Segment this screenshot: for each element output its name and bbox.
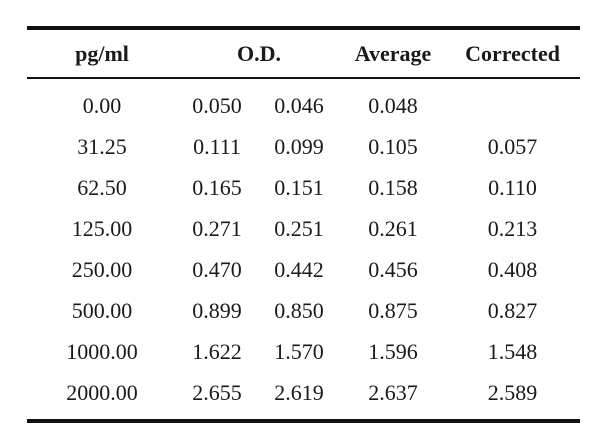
cell-average: 0.158 (368, 174, 418, 200)
cell-od-2: 0.850 (274, 297, 324, 323)
cell-pg-ml: 0.00 (82, 92, 122, 118)
table-row: 500.00 0.899 0.850 0.875 0.827 (27, 290, 580, 331)
cell-corrected (445, 85, 580, 126)
table-body: 0.00 0.050 0.046 0.048 31.25 0.111 0.099… (27, 79, 580, 419)
header-od: O.D. (237, 40, 281, 66)
cell-od-2: 1.570 (274, 338, 324, 364)
cell-average: 1.596 (368, 338, 418, 364)
header-average: Average (354, 40, 432, 66)
header-pg-ml: pg/ml (75, 40, 129, 66)
cell-corrected: 2.589 (487, 379, 538, 405)
cell-average: 0.105 (368, 133, 418, 159)
table-header-rule (27, 77, 580, 79)
cell-average: 0.875 (368, 297, 418, 323)
cell-average: 0.048 (368, 92, 418, 118)
table-row: 125.00 0.271 0.251 0.261 0.213 (27, 208, 580, 249)
table-bottom-rule (27, 419, 580, 423)
cell-pg-ml: 2000.00 (66, 379, 138, 405)
cell-od-2: 0.046 (274, 92, 324, 118)
header-corrected: Corrected (465, 40, 560, 66)
cell-corrected: 0.213 (487, 215, 538, 241)
cell-od-1: 0.271 (192, 215, 242, 241)
cell-pg-ml: 31.25 (77, 133, 127, 159)
table-row: 62.50 0.165 0.151 0.158 0.110 (27, 167, 580, 208)
table-row: 2000.00 2.655 2.619 2.637 2.589 (27, 372, 580, 413)
cell-corrected: 1.548 (487, 338, 538, 364)
cell-corrected: 0.408 (487, 256, 538, 282)
table-header-row: pg/ml O.D. Average Corrected (27, 30, 580, 77)
table-top-rule (27, 26, 580, 30)
standard-curve-table: pg/ml O.D. Average Corrected 0.00 0.050 … (27, 26, 580, 423)
cell-od-2: 0.442 (274, 256, 324, 282)
cell-od-1: 1.622 (192, 338, 242, 364)
cell-pg-ml: 125.00 (71, 215, 133, 241)
cell-od-1: 0.111 (193, 133, 241, 159)
cell-average: 2.637 (368, 379, 418, 405)
table-row: 31.25 0.111 0.099 0.105 0.057 (27, 126, 580, 167)
cell-od-2: 2.619 (274, 379, 324, 405)
cell-corrected: 0.057 (487, 133, 538, 159)
cell-corrected: 0.827 (487, 297, 538, 323)
cell-od-1: 0.899 (192, 297, 242, 323)
table-row: 250.00 0.470 0.442 0.456 0.408 (27, 249, 580, 290)
cell-od-1: 0.050 (192, 92, 242, 118)
cell-od-1: 0.165 (192, 174, 242, 200)
cell-corrected: 0.110 (488, 174, 537, 200)
cell-pg-ml: 62.50 (77, 174, 127, 200)
table-row: 1000.00 1.622 1.570 1.596 1.548 (27, 331, 580, 372)
cell-od-2: 0.099 (274, 133, 324, 159)
cell-od-2: 0.151 (274, 174, 324, 200)
cell-pg-ml: 1000.00 (66, 338, 138, 364)
cell-average: 0.261 (368, 215, 418, 241)
cell-od-1: 2.655 (192, 379, 242, 405)
table-row: 0.00 0.050 0.046 0.048 (27, 85, 580, 126)
cell-pg-ml: 250.00 (71, 256, 133, 282)
cell-average: 0.456 (368, 256, 418, 282)
cell-od-1: 0.470 (192, 256, 242, 282)
cell-od-2: 0.251 (274, 215, 324, 241)
cell-pg-ml: 500.00 (71, 297, 133, 323)
